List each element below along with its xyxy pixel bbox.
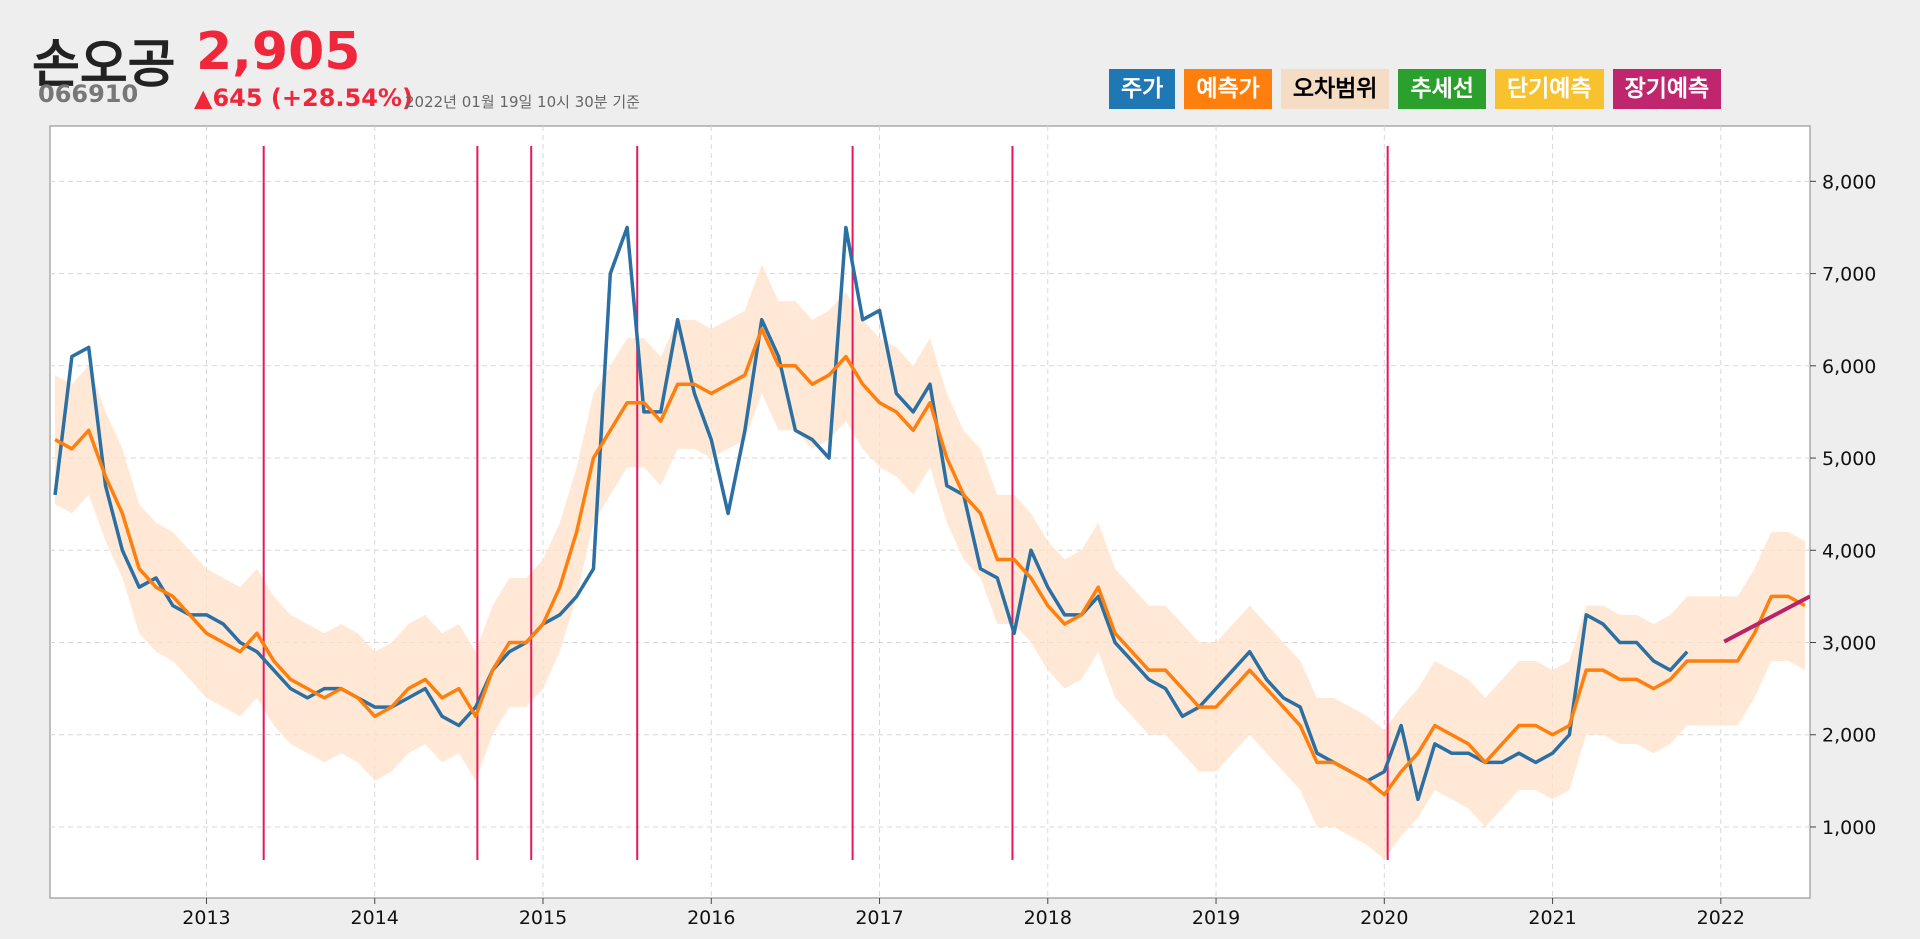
legend-button[interactable]: 오차범위 bbox=[1280, 69, 1390, 109]
y-tick-label: 8,000 bbox=[1822, 171, 1876, 193]
x-tick-label: 2022 bbox=[1697, 907, 1745, 929]
error-band bbox=[55, 264, 1805, 860]
legend-button[interactable]: 주가 bbox=[1109, 69, 1176, 109]
y-tick-label: 6,000 bbox=[1822, 356, 1876, 378]
x-tick-label: 2018 bbox=[1024, 907, 1072, 929]
forecast-line bbox=[1723, 594, 1810, 644]
price-line bbox=[53, 225, 1689, 802]
timestamp: 2022년 01월 19일 10시 30분 기준 bbox=[405, 93, 640, 111]
series-layer bbox=[53, 146, 1810, 860]
stock-code: 066910 bbox=[38, 80, 139, 108]
x-tick-label: 2017 bbox=[855, 907, 903, 929]
x-tick-label: 2014 bbox=[351, 907, 399, 929]
y-tick-label: 5,000 bbox=[1822, 448, 1876, 470]
x-tick-label: 2021 bbox=[1528, 907, 1576, 929]
x-tick-label: 2015 bbox=[519, 907, 567, 929]
y-tick-label: 3,000 bbox=[1822, 633, 1876, 655]
x-tick-label: 2020 bbox=[1360, 907, 1408, 929]
stock-name: 손오공 bbox=[32, 35, 176, 95]
y-tick-label: 4,000 bbox=[1822, 540, 1876, 562]
x-tick-label: 2016 bbox=[687, 907, 735, 929]
x-tick-label: 2013 bbox=[182, 907, 230, 929]
legend-button[interactable]: 장기예측 bbox=[1612, 69, 1722, 109]
legend-button[interactable]: 추세선 bbox=[1398, 69, 1486, 109]
y-tick-label: 2,000 bbox=[1822, 725, 1876, 747]
legend: 주가 예측가 오차범위 추세선 단기예측 장기예측 bbox=[1109, 69, 1722, 109]
y-tick-label: 7,000 bbox=[1822, 264, 1876, 286]
x-tick-label: 2019 bbox=[1192, 907, 1240, 929]
price-change: ▲645 (+28.54%) bbox=[194, 84, 413, 112]
y-tick-label: 1,000 bbox=[1822, 817, 1876, 839]
stock-price: 2,905 bbox=[196, 22, 361, 82]
price-line bbox=[54, 327, 1806, 797]
legend-button[interactable]: 예측가 bbox=[1184, 69, 1272, 109]
legend-button[interactable]: 단기예측 bbox=[1494, 69, 1604, 109]
